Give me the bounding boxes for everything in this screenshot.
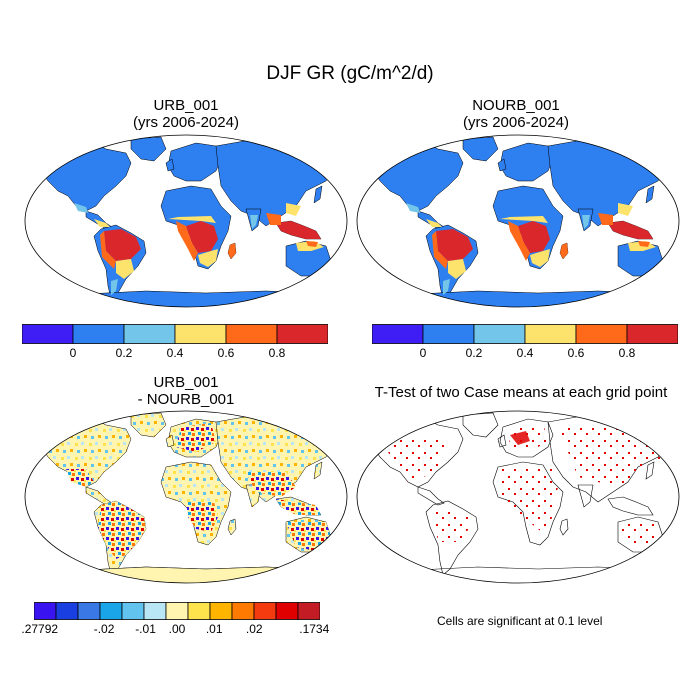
- colorbar-diff-label-6: .1734: [299, 622, 330, 636]
- panel-title-ttest-text: T-Test of two Case means at each grid po…: [374, 384, 668, 401]
- colorbar-diff-label-4: .01: [205, 622, 223, 636]
- colorbar-diff-swatch-9: [231, 602, 255, 620]
- colorbar-nourb-swatch-1: [422, 324, 475, 344]
- colorbar-diff-swatch-6: [165, 602, 189, 620]
- colorbar-nourb-swatch-3: [524, 324, 577, 344]
- colorbar-nourb-label-0: 0: [419, 346, 427, 360]
- colorbar-urb: [22, 324, 328, 344]
- colorbar-urb-label-4: 0.8: [268, 346, 286, 360]
- panel-title-nourb: NOURB_001 (yrs 2006-2024): [366, 97, 666, 131]
- colorbar-urb-swatch-0: [22, 324, 74, 344]
- panel-title-diff-line1: URB_001: [153, 374, 219, 391]
- colorbar-nourb-label-1: 0.2: [465, 346, 483, 360]
- colorbar-diff-swatch-10: [253, 602, 277, 620]
- colorbar-urb-swatch-3: [174, 324, 227, 344]
- colorbar-urb-label-1: 0.2: [115, 346, 133, 360]
- colorbar-diff-swatch-3: [99, 602, 123, 620]
- colorbar-diff-swatch-12: [297, 602, 320, 620]
- colorbar-diff: [34, 602, 320, 620]
- map-urb: [24, 134, 348, 308]
- panel-title-urb-line2: (yrs 2006-2024): [133, 114, 239, 131]
- figure-title: DJF GR (gC/m^2/d): [266, 63, 434, 84]
- colorbar-diff-label-0: .27792: [21, 622, 59, 636]
- colorbar-diff-swatch-2: [77, 602, 101, 620]
- panel-title-diff-line2: - NOURB_001: [137, 391, 235, 408]
- colorbar-nourb-label-4: 0.8: [618, 346, 636, 360]
- map-diff: [24, 410, 348, 584]
- colorbar-diff-label-5: .02: [245, 622, 263, 636]
- colorbar-urb-swatch-2: [123, 324, 176, 344]
- colorbar-diff-swatch-4: [121, 602, 145, 620]
- colorbar-urb-swatch-1: [72, 324, 125, 344]
- panel-title-ttest: T-Test of two Case means at each grid po…: [346, 384, 696, 401]
- map-ttest: [356, 410, 680, 584]
- map-nourb: [356, 134, 680, 308]
- colorbar-diff-label-3: .00: [168, 622, 186, 636]
- colorbar-nourb-swatch-4: [575, 324, 628, 344]
- colorbar-diff-swatch-11: [275, 602, 299, 620]
- colorbar-nourb-swatch-0: [372, 324, 424, 344]
- colorbar-diff-swatch-8: [209, 602, 233, 620]
- colorbar-diff-swatch-7: [187, 602, 211, 620]
- colorbar-urb-label-0: 0: [69, 346, 77, 360]
- colorbar-diff-labels: .27792 -.02 -.01 .00 .01 .02 .1734: [21, 622, 329, 638]
- colorbar-diff-label-1: -.02: [93, 622, 115, 636]
- panel-title-urb-line1: URB_001: [153, 97, 219, 114]
- colorbar-diff-label-2: -.01: [135, 622, 156, 636]
- panel-title-nourb-line2: (yrs 2006-2024): [463, 114, 569, 131]
- colorbar-urb-swatch-5: [276, 324, 328, 344]
- colorbar-nourb-swatch-2: [473, 324, 526, 344]
- panel-title-diff: URB_001 - NOURB_001: [36, 374, 336, 408]
- colorbar-nourb-label-3: 0.6: [567, 346, 585, 360]
- colorbar-urb-swatch-4: [225, 324, 278, 344]
- colorbar-diff-swatch-5: [143, 602, 167, 620]
- colorbar-nourb-swatch-5: [626, 324, 678, 344]
- colorbar-nourb-label-2: 0.4: [516, 346, 534, 360]
- colorbar-urb-labels: 0 0.2 0.4 0.6 0.8: [22, 346, 328, 362]
- colorbar-diff-swatch-1: [55, 602, 79, 620]
- colorbar-urb-label-3: 0.6: [217, 346, 235, 360]
- colorbar-diff-swatch-0: [34, 602, 57, 620]
- panel-title-nourb-line1: NOURB_001: [472, 97, 560, 114]
- colorbar-urb-label-2: 0.4: [166, 346, 184, 360]
- panel-title-urb: URB_001 (yrs 2006-2024): [36, 97, 336, 131]
- ttest-note: Cells are significant at 0.1 level: [437, 614, 603, 628]
- colorbar-nourb: [372, 324, 678, 344]
- colorbar-nourb-labels: 0 0.2 0.4 0.6 0.8: [372, 346, 678, 362]
